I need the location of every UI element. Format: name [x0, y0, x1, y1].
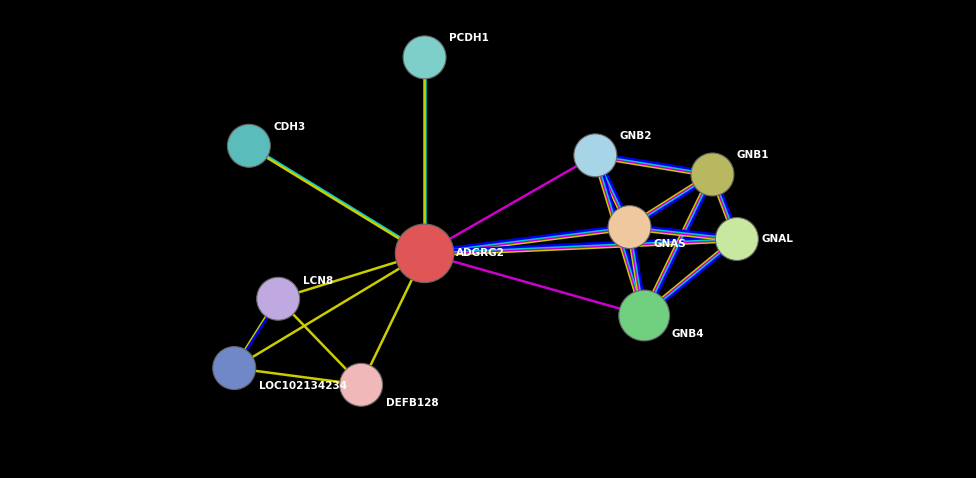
Text: ADGRG2: ADGRG2 — [456, 249, 505, 258]
Text: GNB4: GNB4 — [671, 329, 704, 338]
Text: DEFB128: DEFB128 — [386, 398, 438, 408]
Ellipse shape — [619, 290, 670, 341]
Text: PCDH1: PCDH1 — [449, 33, 489, 43]
Ellipse shape — [574, 134, 617, 177]
Ellipse shape — [340, 363, 383, 406]
Ellipse shape — [395, 224, 454, 282]
Text: LOC102134234: LOC102134234 — [259, 381, 346, 391]
Ellipse shape — [691, 153, 734, 196]
Text: LCN8: LCN8 — [303, 276, 333, 285]
Text: CDH3: CDH3 — [273, 122, 305, 131]
Ellipse shape — [608, 206, 651, 249]
Ellipse shape — [227, 124, 270, 167]
Text: GNAS: GNAS — [654, 239, 687, 249]
Ellipse shape — [403, 36, 446, 79]
Ellipse shape — [213, 347, 256, 390]
Ellipse shape — [257, 277, 300, 320]
Text: GNB2: GNB2 — [620, 131, 652, 141]
Ellipse shape — [715, 217, 758, 261]
Text: GNB1: GNB1 — [737, 151, 769, 160]
Text: GNAL: GNAL — [761, 234, 793, 244]
